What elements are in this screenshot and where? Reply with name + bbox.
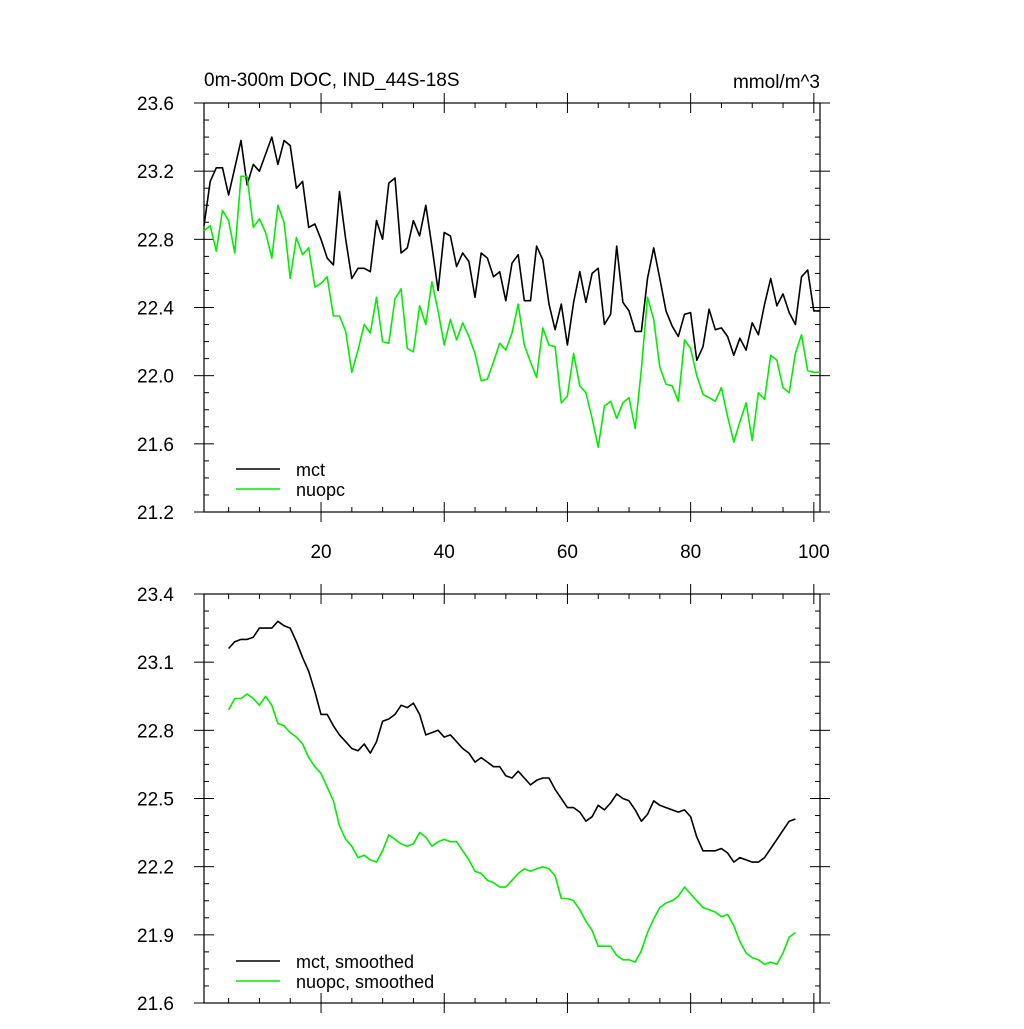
y-tick-label: 23.2: [137, 162, 174, 183]
y-tick-label: 23.6: [137, 94, 174, 115]
bottom-panel-series: [227, 620, 796, 966]
bottom-panel-axes: 21.6 21.9 22.2 22.5 22.8 23.1 23.4: [137, 584, 830, 1015]
bottom-panel-legend: mct, smoothed nuopc, smoothed: [236, 952, 434, 992]
x-tick-label: 100: [798, 542, 830, 563]
y-tick-label: 22.8: [137, 721, 174, 742]
y-tick-label: 21.2: [137, 503, 174, 524]
x-tick-label: 20: [310, 542, 331, 563]
top-panel: 0m-300m DOC, IND_44S-18S mmol/m^3 20 40 60…: [137, 70, 830, 563]
x-tick-label: 60: [557, 542, 578, 563]
legend-label-mct-smoothed: mct, smoothed: [296, 952, 414, 972]
y-tick-label: 21.6: [137, 994, 174, 1015]
x-tick-label: 80: [680, 542, 701, 563]
plot-frame: [203, 102, 821, 513]
y-tick-label: 22.4: [137, 299, 174, 320]
series-line-mct-smoothed: [228, 620, 796, 863]
series-line-nuopc-smoothed: [227, 693, 796, 966]
series-line-nuopc: [203, 175, 820, 449]
series-line-mct: [203, 136, 820, 362]
legend-label-nuopc-smoothed: nuopc, smoothed: [296, 972, 434, 992]
y-tick-label: 21.9: [137, 926, 174, 947]
y-tick-label: 23.1: [137, 653, 174, 674]
legend-label-mct: mct: [296, 460, 325, 480]
y-tick-label: 22.8: [137, 230, 174, 251]
plot-frame: [203, 593, 821, 1004]
y-tick-label: 23.4: [137, 585, 174, 606]
chart-title: 0m-300m DOC, IND_44S-18S: [204, 70, 460, 91]
y-tick-label: 22.0: [137, 367, 174, 388]
x-tick-label: 40: [434, 542, 455, 563]
y-tick-label: 22.2: [137, 858, 174, 879]
y-tick-label: 21.6: [137, 435, 174, 456]
top-panel-axes: 20 40 60 80 100 21.2 21.6 22.0 22.4 22.8 23.2 23.6: [137, 93, 830, 563]
top-panel-legend: mct nuopc: [236, 460, 345, 500]
y-tick-label: 22.5: [137, 790, 174, 811]
top-panel-series: [203, 136, 820, 449]
bottom-panel: 21.6 21.9 22.2 22.5 22.8 23.1 23.4 mct, smooth…: [137, 584, 830, 1015]
chart-units: mmol/m^3: [733, 72, 820, 93]
legend-label-nuopc: nuopc: [296, 480, 345, 500]
